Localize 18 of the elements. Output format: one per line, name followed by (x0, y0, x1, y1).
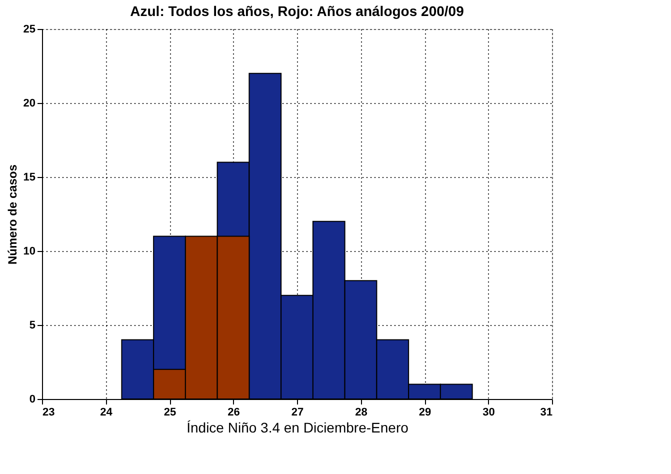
y-tick-label: 0 (29, 394, 36, 406)
x-tick-label: 29 (418, 406, 432, 418)
x-axis-title: Índice Niño 3.4 en Diciembre-Enero (186, 420, 409, 436)
x-tick-label: 24 (100, 406, 114, 418)
x-tick-label: 30 (482, 406, 495, 418)
x-tick-label: 31 (540, 406, 552, 418)
x-tick-label: 25 (164, 406, 176, 418)
y-tick-label: 10 (23, 246, 36, 258)
x-tick-label: 26 (228, 406, 240, 418)
x-tick-label: 28 (355, 406, 368, 418)
y-axis-title: Número de casos (5, 164, 20, 265)
x-tick-label: 27 (291, 406, 304, 418)
y-tick-label: 5 (29, 320, 36, 332)
y-tick-label: 25 (23, 24, 36, 36)
y-tick-label: 20 (23, 98, 36, 110)
chart-title: Azul: Todos los años, Rojo: Años análogos 200/09 (130, 3, 464, 19)
y-tick-label: 15 (23, 172, 36, 184)
x-tick-label: 23 (42, 406, 55, 418)
